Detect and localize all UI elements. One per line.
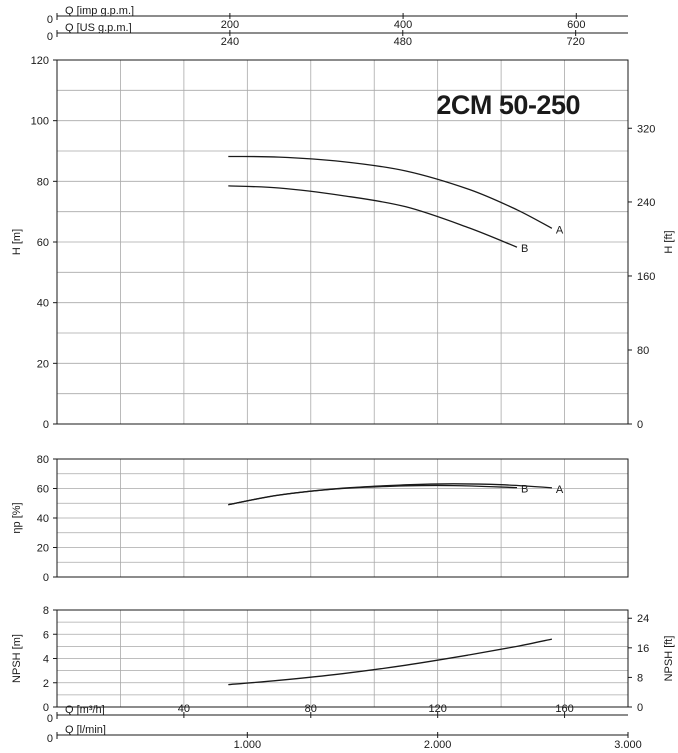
- npsh-rtick-label: 24: [637, 613, 649, 625]
- efficiency-ytick-label: 40: [37, 513, 49, 525]
- head-ytick-label: 20: [37, 358, 49, 370]
- head-rtick-label: 160: [637, 271, 655, 283]
- head-curve-label-a: A: [556, 224, 564, 236]
- head-ytick-label: 80: [37, 176, 49, 188]
- efficiency-ytick-label: 0: [43, 572, 49, 584]
- m3h-axis-origin: 0: [47, 713, 53, 725]
- efficiency-curve-label-a: A: [556, 484, 564, 496]
- head-ytick-label: 120: [31, 55, 49, 67]
- imp-axis-tick-label: 200: [221, 19, 239, 31]
- efficiency-ytick-label: 20: [37, 543, 49, 555]
- head-ylabel: H [m]: [11, 229, 23, 255]
- m3h-axis-tick-label: 40: [178, 703, 190, 715]
- flow-axes-top: 0 Q [imp g.p.m.] 200 400 600 0 Q [US g.p.m.] 24…: [47, 5, 628, 48]
- lmin-axis-tick-label: 1.000: [234, 739, 262, 751]
- npsh-right-axis-label: NPSH [ft]: [663, 636, 675, 682]
- head-curve-label-b: B: [521, 243, 528, 255]
- npsh-rtick-label: 16: [637, 643, 649, 655]
- chart-title: 2CM 50-250: [436, 90, 580, 120]
- us-axis-tick-label: 720: [566, 36, 584, 48]
- head-curve-b: [228, 185, 518, 248]
- efficiency-ytick-label: 80: [37, 454, 49, 466]
- npsh-rtick-label: 8: [637, 672, 643, 684]
- m3h-axis-tick-label: 120: [428, 703, 446, 715]
- efficiency-curve-label-b: B: [521, 484, 528, 496]
- us-axis-label: Q [US g.p.m.]: [65, 22, 132, 34]
- head-panel: 0 20 40 60 80 100 120 H [m] 0 80 160 240 320 H [ft] A B: [11, 55, 675, 431]
- npsh-ytick-label: 0: [43, 702, 49, 714]
- m3h-axis-tick-label: 160: [555, 703, 573, 715]
- npsh-ytick-label: 6: [43, 629, 49, 641]
- m3h-axis-label: Q [m³/h]: [65, 704, 105, 716]
- imp-axis-origin: 0: [47, 14, 53, 26]
- m3h-axis-tick-label: 80: [305, 703, 317, 715]
- npsh-ylabel: NPSH [m]: [11, 634, 23, 683]
- imp-axis-tick-label: 400: [394, 19, 412, 31]
- head-rtick-label: 320: [637, 123, 655, 135]
- imp-axis-label: Q [imp g.p.m.]: [65, 5, 134, 17]
- head-rtick-label: 0: [637, 419, 643, 431]
- head-rtick-label: 80: [637, 345, 649, 357]
- efficiency-curve-b: [228, 484, 518, 506]
- head-rtick-label: 240: [637, 197, 655, 209]
- npsh-ytick-label: 2: [43, 678, 49, 690]
- npsh-curve-main: [228, 638, 553, 686]
- head-ytick-label: 40: [37, 298, 49, 310]
- head-ytick-label: 0: [43, 419, 49, 431]
- efficiency-ylabel: ηp [%]: [11, 502, 23, 533]
- us-axis-origin: 0: [47, 31, 53, 43]
- lmin-axis-tick-label: 2.000: [424, 739, 452, 751]
- us-axis-tick-label: 240: [221, 36, 239, 48]
- lmin-axis-tick-label: 3.000: [614, 739, 642, 751]
- lmin-axis-label: Q [l/min]: [65, 724, 106, 736]
- npsh-ytick-label: 4: [43, 654, 49, 666]
- npsh-ytick-label: 8: [43, 605, 49, 617]
- head-curve-a: [228, 155, 553, 229]
- head-right-axis-label: H [ft]: [663, 230, 675, 253]
- npsh-rtick-label: 0: [637, 702, 643, 714]
- lmin-axis-origin: 0: [47, 733, 53, 745]
- us-axis-tick-label: 480: [394, 36, 412, 48]
- head-ytick-label: 100: [31, 116, 49, 128]
- efficiency-ytick-label: 60: [37, 484, 49, 496]
- flow-axes-bottom: 0 Q [m³/h] 40 80 120 160 0 Q [l/min] 1.000 2.000 3…: [47, 703, 642, 751]
- imp-axis-tick-label: 600: [567, 19, 585, 31]
- head-ytick-label: 60: [37, 237, 49, 249]
- efficiency-panel: 0 20 40 60 80 ηp [%] A B: [11, 454, 629, 584]
